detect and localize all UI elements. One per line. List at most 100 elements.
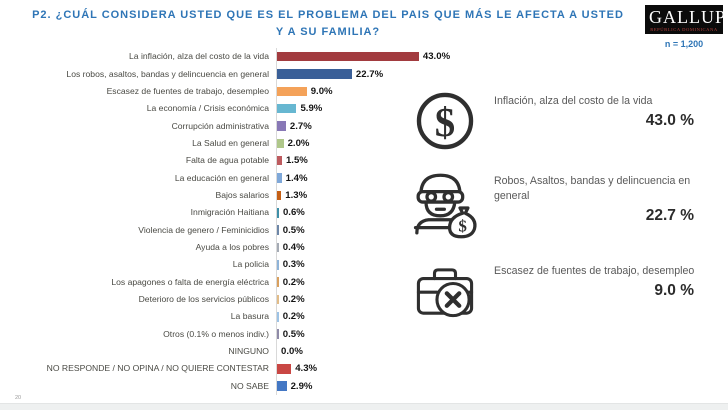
svg-text:$: $ bbox=[435, 100, 455, 145]
chart-row: La policia 0.3% bbox=[8, 256, 468, 274]
bar-value: 0.3% bbox=[282, 259, 305, 271]
bar-cell: 0.4% bbox=[276, 238, 468, 257]
bar-value: 0.2% bbox=[282, 276, 305, 288]
bar bbox=[277, 364, 292, 374]
bar-cell: 0.6% bbox=[276, 204, 468, 222]
bar-value: 9.0% bbox=[310, 85, 333, 97]
chart-row: Escasez de fuentes de trabajo, desempleo… bbox=[8, 82, 468, 101]
bar bbox=[277, 138, 284, 149]
gallup-logo-subtext: REPÚBLICA DOMINICANA bbox=[650, 27, 718, 32]
chart-row: La educación en general 1.4% bbox=[8, 169, 468, 187]
bar-label: Escasez de fuentes de trabajo, desempleo bbox=[106, 85, 269, 96]
bar-label: La inflación, alza del costo de la vida bbox=[129, 51, 269, 62]
bar-cell: 0.2% bbox=[276, 290, 468, 309]
bar-cell: 2.9% bbox=[276, 377, 468, 395]
gallup-logo-text: GALLUP bbox=[649, 7, 726, 27]
chart-row: La Salud en general 2.0% bbox=[8, 134, 468, 153]
chart-row: Los apagones o falta de energía eléctric… bbox=[8, 273, 468, 291]
bar-label: La economía / Crisis económica bbox=[146, 103, 269, 114]
bar bbox=[277, 208, 279, 218]
bar-value: 2.7% bbox=[289, 120, 312, 132]
bar-cell: 0.2% bbox=[276, 308, 468, 326]
footer-strip bbox=[0, 403, 728, 410]
bar bbox=[277, 242, 279, 253]
bar-value: 4.3% bbox=[295, 363, 318, 375]
highlight-unemployment: Escasez de fuentes de trabajo, desempleo… bbox=[408, 258, 708, 328]
bar-label: Ayuda a los pobres bbox=[195, 241, 269, 252]
bar-value: 43.0% bbox=[422, 51, 451, 63]
chart-row: La economía / Crisis económica 5.9% bbox=[8, 100, 468, 118]
bar-value: 1.3% bbox=[285, 189, 308, 201]
bar-value: 0.0% bbox=[281, 346, 303, 358]
bar-value: 0.2% bbox=[282, 311, 305, 323]
bar-cell: 4.3% bbox=[276, 360, 468, 378]
robber-icon: $ bbox=[408, 168, 482, 242]
gallup-logo-block: GALLUP REPÚBLICA DOMINICANA n = 1,200 bbox=[645, 5, 726, 49]
sample-size-label: n = 1,200 bbox=[664, 39, 704, 49]
bar-cell: 5.9% bbox=[276, 100, 468, 118]
bar bbox=[277, 51, 419, 62]
chart-row: Los robos, asaltos, bandas y delincuenci… bbox=[8, 65, 468, 83]
bar bbox=[277, 190, 282, 201]
bar bbox=[277, 121, 286, 131]
bar-value: 0.5% bbox=[282, 224, 305, 236]
bar bbox=[277, 225, 279, 235]
highlights-panel: $ Inflación, alza del costo de la vida 4… bbox=[408, 88, 708, 344]
highlight-pct: 22.7 % bbox=[645, 206, 694, 224]
bar-label: Deterioro de los servicios públicos bbox=[138, 293, 269, 304]
chart-row: La inflación, alza del costo de la vida … bbox=[8, 48, 468, 66]
gallup-logo: GALLUP REPÚBLICA DOMINICANA bbox=[645, 5, 726, 34]
bar bbox=[277, 69, 352, 79]
bar-value: 2.0% bbox=[287, 137, 310, 149]
bar-cell: 0.5% bbox=[276, 221, 468, 239]
bar-label: Los apagones o falta de energía eléctric… bbox=[111, 276, 269, 287]
chart-row: Deterioro de los servicios públicos 0.2% bbox=[8, 290, 468, 309]
bar bbox=[277, 103, 297, 114]
chart-row: Ayuda a los pobres 0.4% bbox=[8, 238, 468, 257]
bar-value: 0.5% bbox=[282, 328, 305, 340]
bar bbox=[277, 329, 279, 339]
bar-value: 0.4% bbox=[282, 241, 305, 253]
chart-row: Otros (0.1% o menos indiv.) 0.5% bbox=[8, 325, 468, 343]
chart-row: La basura 0.2% bbox=[8, 308, 468, 326]
bar-value: 1.5% bbox=[285, 155, 308, 167]
highlight-pct: 43.0 % bbox=[645, 111, 694, 129]
bar-label: Falta de agua potable bbox=[185, 155, 269, 166]
highlight-text: Inflación, alza del costo de la vida bbox=[494, 95, 653, 107]
bar bbox=[277, 155, 282, 166]
highlight-inflation: $ Inflación, alza del costo de la vida 4… bbox=[408, 88, 708, 152]
bar-cell: 0.2% bbox=[276, 273, 468, 291]
bar bbox=[277, 173, 282, 183]
bar bbox=[277, 294, 279, 305]
bar-label: Inmigración Haitiana bbox=[190, 207, 269, 218]
bar-label: NO SABE bbox=[230, 380, 269, 391]
bar-label: Bajos salarios bbox=[215, 189, 270, 200]
bar-cell: 1.4% bbox=[276, 169, 468, 187]
bar-label: Violencia de genero / Feminicidios bbox=[138, 224, 269, 235]
chart-row: Corrupción administrativa 2.7% bbox=[8, 117, 468, 135]
bar-label: Corrupción administrativa bbox=[171, 120, 269, 131]
bar-label: Los robos, asaltos, bandas y delincuenci… bbox=[66, 68, 269, 79]
svg-text:$: $ bbox=[458, 217, 467, 236]
bar-chart-rows: La inflación, alza del costo de la vida … bbox=[8, 48, 468, 395]
bar-cell: 1.3% bbox=[276, 186, 468, 205]
bar bbox=[277, 381, 287, 391]
highlight-text: Escasez de fuentes de trabajo, desempleo bbox=[494, 265, 695, 277]
highlight-robbery: $ Robos, Asaltos, bandas y delincuencia … bbox=[408, 168, 708, 242]
bar-value: 0.2% bbox=[282, 293, 305, 305]
bar-cell: 1.5% bbox=[276, 152, 468, 170]
chart-row: NO RESPONDE / NO OPINA / NO QUIERE CONTE… bbox=[8, 360, 468, 378]
chart-row: NO SABE 2.9% bbox=[8, 377, 468, 395]
chart-row: Inmigración Haitiana 0.6% bbox=[8, 204, 468, 222]
bar-chart: La inflación, alza del costo de la vida … bbox=[8, 48, 468, 395]
chart-row: Falta de agua potable 1.5% bbox=[8, 152, 468, 170]
highlight-text: Robos, Asaltos, bandas y delincuencia en… bbox=[494, 175, 691, 202]
dollar-circle-icon: $ bbox=[408, 88, 482, 152]
chart-row: Bajos salarios 1.3% bbox=[8, 186, 468, 205]
bar-label: NO RESPONDE / NO OPINA / NO QUIERE CONTE… bbox=[46, 363, 269, 374]
page-number: 20 bbox=[15, 395, 22, 401]
chart-row: Violencia de genero / Feminicidios 0.5% bbox=[8, 221, 468, 239]
bar-value: 1.4% bbox=[285, 172, 308, 184]
bar bbox=[277, 260, 279, 270]
